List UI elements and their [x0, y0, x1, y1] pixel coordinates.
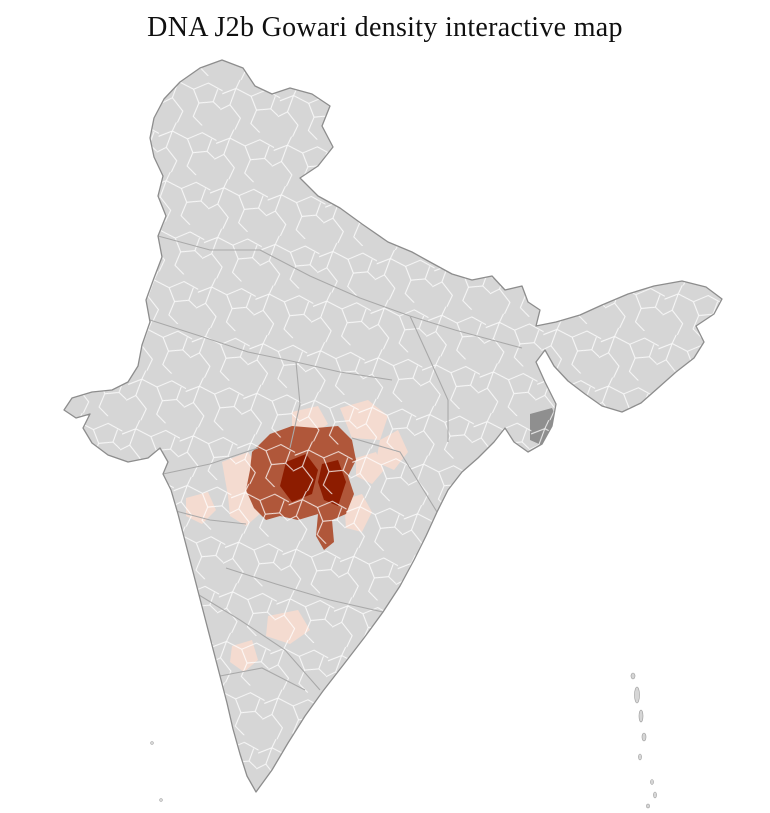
page-title: DNA J2b Gowari density interactive map — [147, 12, 623, 43]
lakshadweep-islands — [150, 741, 163, 802]
andaman-nicobar-islands — [630, 672, 657, 809]
state-borders — [149, 235, 523, 691]
